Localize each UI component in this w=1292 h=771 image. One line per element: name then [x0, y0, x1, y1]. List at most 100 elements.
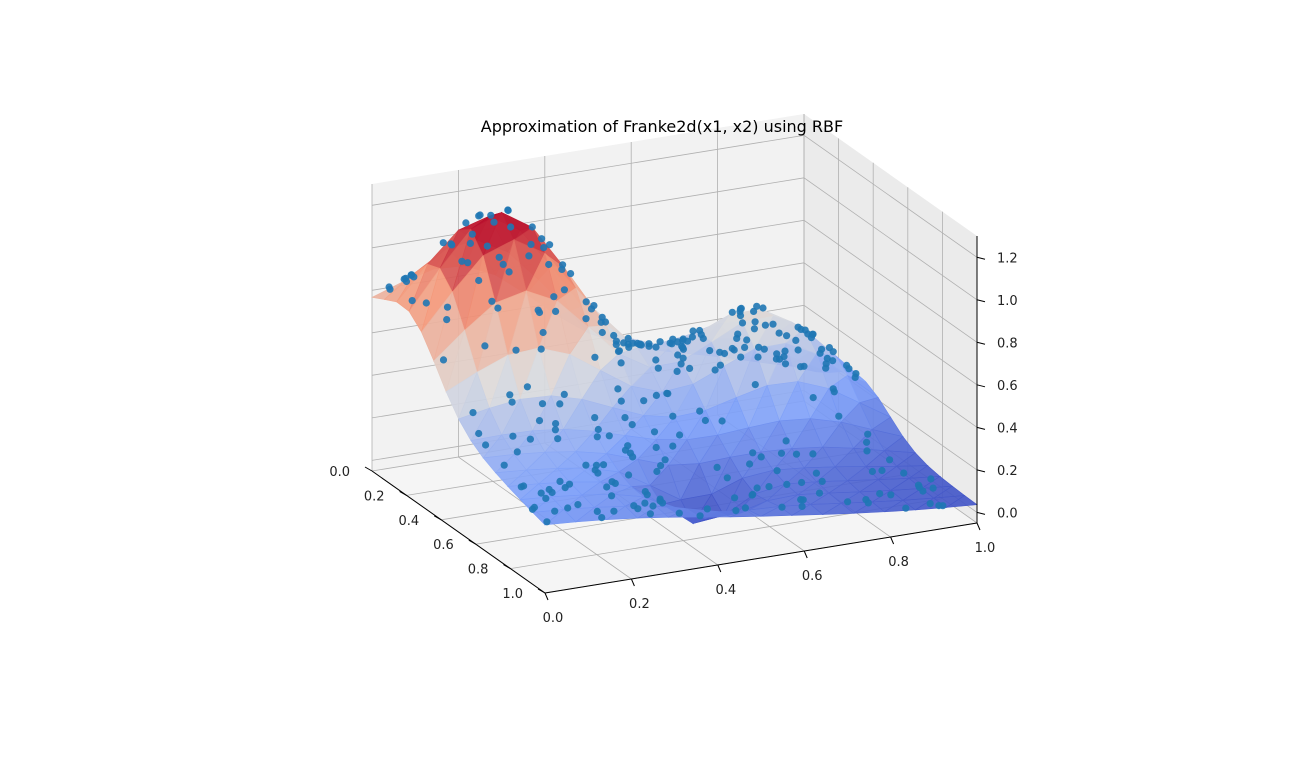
z-tick-mark	[976, 511, 986, 515]
sample-point	[746, 460, 754, 468]
sample-point	[552, 307, 560, 315]
sample-point	[818, 345, 826, 353]
sample-point	[629, 453, 637, 461]
sample-point	[439, 239, 447, 247]
sample-point	[643, 491, 651, 499]
sample-point	[495, 253, 503, 261]
sample-point	[517, 483, 525, 491]
surface-facet	[945, 495, 978, 508]
sample-point	[564, 504, 572, 512]
sample-point	[556, 400, 564, 408]
sample-point	[688, 333, 697, 341]
surface-facet	[544, 509, 577, 526]
x1-tick-label: 0.8	[468, 563, 489, 578]
sample-point	[612, 341, 620, 349]
sample-point	[728, 344, 736, 353]
sample-point	[696, 407, 704, 415]
sample-point	[781, 347, 789, 355]
sample-point	[591, 414, 599, 422]
sample-point	[927, 475, 935, 483]
sample-point	[748, 491, 756, 499]
sample-point	[863, 447, 871, 455]
sample-point	[614, 347, 623, 355]
sample-point	[650, 428, 659, 436]
z-tick-label: 1.0	[997, 294, 1018, 309]
sample-point	[494, 304, 502, 312]
sample-point	[561, 484, 569, 492]
sample-point	[543, 518, 551, 526]
sample-point	[610, 331, 618, 340]
sample-point	[737, 353, 745, 361]
x2-tick-label: 0.6	[802, 569, 823, 584]
sample-point	[505, 268, 513, 276]
sample-point	[675, 509, 683, 517]
sample-point	[797, 496, 805, 504]
sample-point	[751, 318, 759, 326]
sample-point	[439, 356, 448, 364]
sample-point	[558, 265, 566, 273]
z-tick-label: 0.2	[997, 464, 1018, 479]
sample-point	[773, 467, 781, 475]
sample-point	[656, 338, 664, 346]
sample-point	[422, 299, 430, 307]
sample-point	[701, 416, 710, 425]
sample-point	[550, 293, 558, 301]
surface-facet	[821, 502, 855, 515]
sample-point	[611, 479, 619, 487]
z-tick-mark	[976, 469, 986, 473]
sample-point	[402, 277, 411, 286]
sample-point	[754, 353, 762, 361]
sample-point	[886, 456, 894, 464]
sample-point	[829, 357, 837, 365]
x1-tick-label: 0.2	[364, 489, 385, 504]
sample-point	[560, 286, 569, 294]
sample-point	[546, 241, 554, 249]
sample-point	[545, 260, 553, 269]
sample-point	[542, 494, 550, 502]
sample-point	[537, 345, 545, 353]
sample-point	[706, 347, 714, 355]
sample-point	[490, 218, 498, 226]
sample-point	[649, 502, 657, 510]
sample-point	[759, 304, 767, 312]
sample-point	[582, 298, 590, 306]
sample-point	[636, 341, 644, 349]
sample-point	[743, 336, 751, 344]
sample-point	[597, 318, 605, 326]
sample-point	[624, 334, 632, 342]
sample-point	[610, 507, 618, 515]
sample-point	[508, 398, 516, 406]
sample-point	[778, 503, 786, 511]
sample-point	[736, 305, 745, 313]
sample-point	[620, 339, 628, 347]
x1-tick-mark	[364, 466, 373, 472]
sample-point	[797, 363, 805, 371]
sample-point	[765, 483, 773, 491]
sample-point	[587, 305, 596, 313]
sample-point	[652, 391, 661, 399]
x2-tick-label: 0.8	[888, 555, 909, 570]
sample-point	[539, 328, 547, 337]
sample-point	[679, 336, 687, 345]
sample-point	[753, 484, 761, 492]
x2-tick-mark	[890, 536, 895, 545]
sample-point	[526, 435, 535, 443]
x2-tick-label: 0.4	[715, 583, 736, 598]
sample-point	[844, 498, 852, 506]
sample-point	[475, 429, 483, 438]
sample-point	[653, 467, 661, 476]
sample-point	[641, 499, 649, 507]
sample-point	[603, 483, 611, 491]
sample-point	[443, 303, 452, 311]
x2-tick-mark	[630, 578, 635, 587]
sample-point	[711, 366, 719, 374]
sample-point	[669, 335, 677, 343]
x1-tick-mark	[468, 539, 477, 545]
sample-point	[851, 373, 859, 381]
sample-point	[462, 219, 470, 227]
sample-point	[386, 285, 394, 293]
x2-tick-label: 0.0	[543, 611, 564, 626]
sample-point	[646, 510, 655, 518]
z-tick-mark	[976, 426, 986, 430]
sample-point	[887, 491, 895, 499]
